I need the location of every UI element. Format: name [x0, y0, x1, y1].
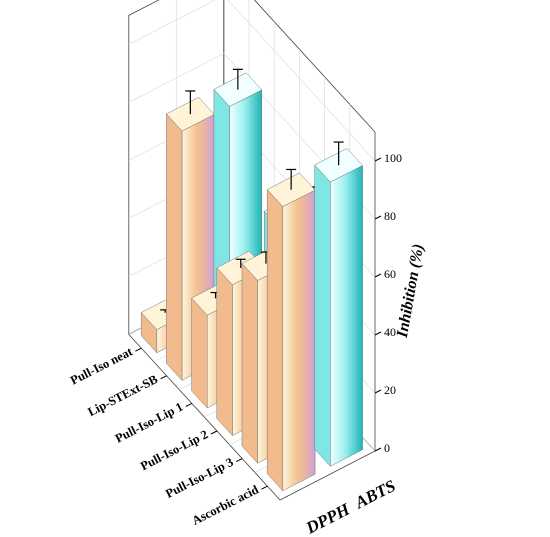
cat-tick-4: [160, 375, 167, 380]
ztick-label-4: 80: [384, 209, 396, 223]
bar-0-0: [266, 168, 316, 492]
cat-tick-0: [261, 485, 268, 490]
ztick-label-0: 0: [384, 441, 390, 455]
bars: [140, 68, 364, 492]
category-label-2: Pull-Iso-Lip 2: [138, 427, 210, 473]
category-label-3: Pull-Iso-Lip 1: [113, 400, 185, 446]
cat-tick-1: [235, 458, 243, 463]
bar-face-left: [166, 113, 183, 382]
bar-face-front: [282, 189, 316, 492]
bar-face-left: [191, 297, 208, 409]
z-axis-title: Inhibition (%): [394, 243, 427, 340]
series-label-1: ABTS: [351, 476, 398, 513]
ztick-mark-2: [374, 331, 382, 336]
ztick-label-5: 100: [384, 151, 402, 165]
ztick-mark-0: [374, 447, 382, 452]
category-label-1: Pull-Iso-Lip 3: [163, 455, 235, 501]
ztick-mark-5: [374, 157, 382, 162]
axes: [135, 157, 382, 490]
cat-tick-2: [210, 430, 218, 435]
cat-tick-5: [135, 347, 142, 352]
ztick-label-3: 60: [384, 267, 396, 281]
cat-tick-3: [185, 402, 193, 407]
ztick-mark-1: [374, 389, 382, 394]
bar-1-0: [314, 141, 364, 467]
bar-face-left: [314, 164, 331, 467]
category-label-5: Pull-Iso neat: [68, 344, 135, 388]
ztick-mark-3: [374, 273, 382, 278]
ztick-label-2: 40: [384, 325, 396, 339]
category-label-0: Ascorbic acid: [190, 482, 261, 527]
ztick-label-1: 20: [384, 383, 396, 397]
bar-face-left: [266, 188, 284, 492]
ztick-mark-4: [374, 215, 382, 220]
series-label-0: DPPH: [302, 499, 353, 537]
bar-face-left: [241, 262, 258, 464]
bar-face-left: [216, 267, 233, 437]
category-label-4: Lip-STExt-SB: [86, 372, 160, 419]
bar-face-front: [330, 165, 363, 467]
